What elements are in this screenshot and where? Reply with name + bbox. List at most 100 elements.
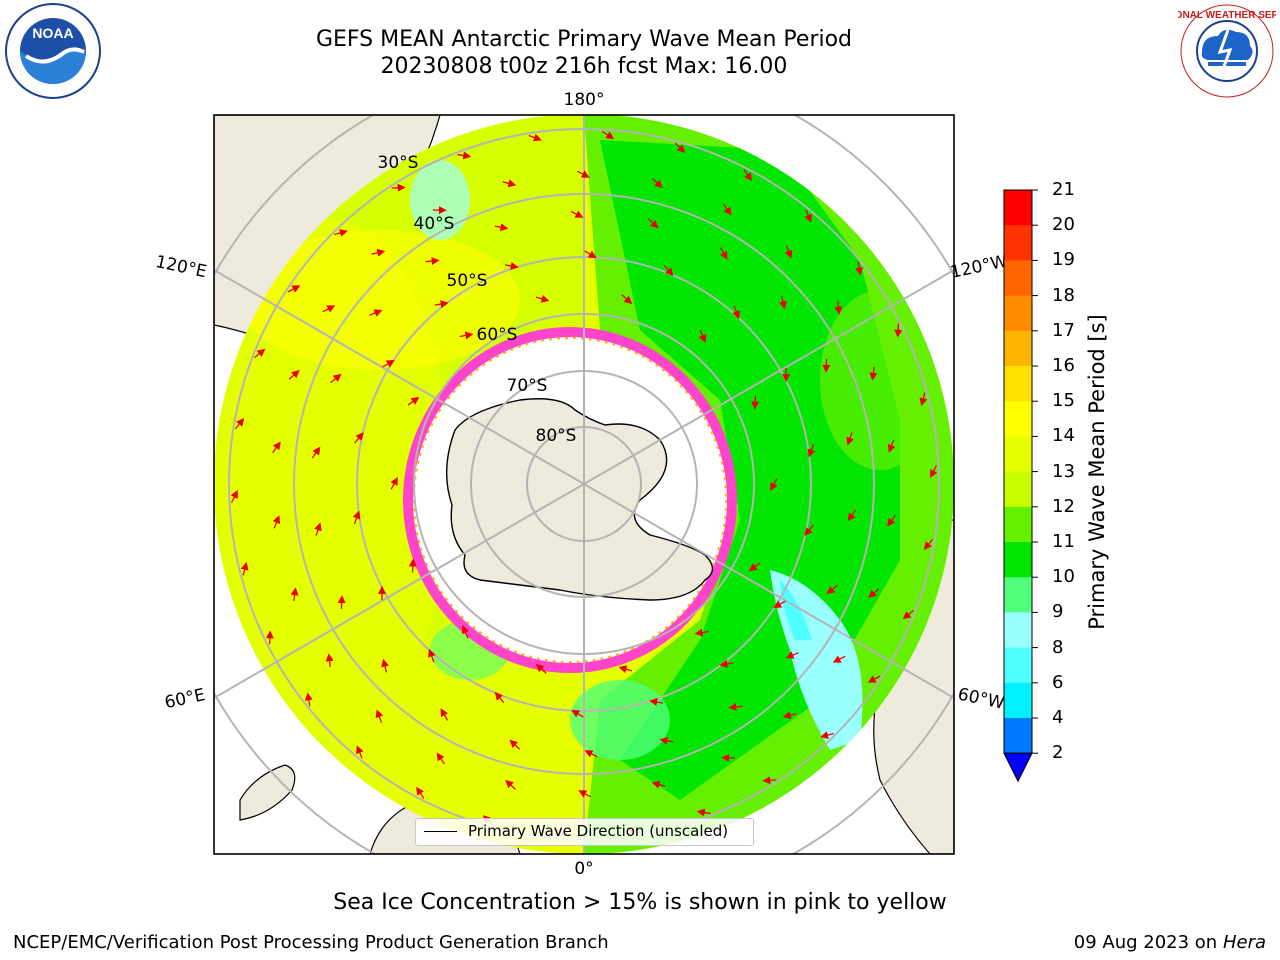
map-legend: Primary Wave Direction (unscaled) bbox=[415, 818, 754, 846]
wave-arrow bbox=[578, 790, 591, 798]
wave-arrow bbox=[535, 663, 547, 674]
footer-host: Hera bbox=[1222, 932, 1266, 953]
wave-arrow bbox=[621, 294, 633, 305]
wave-arrow bbox=[505, 779, 516, 790]
lon-label-0: 0° bbox=[574, 859, 593, 879]
wave-arrow bbox=[425, 257, 440, 266]
wave-arrow bbox=[887, 514, 896, 527]
sea-ice-note: Sea Ice Concentration > 15% is shown in … bbox=[333, 890, 947, 915]
wave-arrow bbox=[391, 183, 406, 192]
wave-arrow bbox=[732, 305, 741, 320]
colorbar-extend-triangle bbox=[1003, 752, 1033, 783]
wave-arrow bbox=[382, 359, 395, 368]
wave-arrow bbox=[571, 709, 584, 718]
lat-label-60s: 60°S bbox=[477, 325, 518, 345]
wave-arrow bbox=[570, 210, 584, 218]
colorbar-tick-label: 14 bbox=[1052, 425, 1075, 447]
wave-arrow bbox=[868, 588, 880, 598]
wave-arrow bbox=[584, 250, 597, 259]
wave-arrow bbox=[919, 392, 928, 407]
wave-arrow bbox=[265, 630, 274, 645]
wave-arrow bbox=[535, 294, 550, 303]
wave-arrow bbox=[602, 131, 615, 140]
wave-arrow bbox=[663, 264, 674, 277]
wave-arrow bbox=[807, 443, 816, 458]
colorbar-segment bbox=[1004, 506, 1032, 543]
lat-label-80s: 80°S bbox=[536, 426, 577, 446]
colorbar-tick-label: 17 bbox=[1052, 319, 1075, 341]
wave-arrow bbox=[457, 151, 472, 160]
colorbar-segment bbox=[1004, 612, 1032, 649]
wave-arrow bbox=[459, 331, 474, 340]
colorbar-tick-label: 18 bbox=[1052, 284, 1075, 306]
wave-arrow bbox=[528, 133, 542, 142]
wave-arrow bbox=[751, 395, 760, 410]
wave-arrow bbox=[337, 595, 346, 610]
lon-label-180: 180° bbox=[564, 90, 605, 110]
wave-arrow bbox=[494, 691, 505, 704]
wave-arrow bbox=[846, 432, 854, 446]
nws-logo: NATIONAL WEATHER SERVICE bbox=[1178, 4, 1276, 98]
wave-arrow bbox=[584, 750, 598, 758]
wave-arrow bbox=[272, 441, 281, 454]
colorbar-tick-label: 12 bbox=[1052, 495, 1075, 517]
wave-arrow bbox=[618, 665, 633, 674]
wave-arrow bbox=[651, 780, 666, 789]
wave-arrow bbox=[779, 295, 787, 310]
wave-arrow bbox=[375, 709, 384, 723]
wave-arrow bbox=[930, 465, 938, 478]
wave-arrow bbox=[494, 223, 509, 232]
colorbar-title: Primary Wave Mean Period [s] bbox=[1085, 314, 1109, 630]
colorbar-tick-label: 10 bbox=[1052, 566, 1075, 588]
wave-arrow bbox=[784, 245, 793, 259]
colorbar bbox=[1003, 189, 1038, 783]
wave-arrow bbox=[826, 584, 838, 595]
wave-arrow bbox=[352, 510, 361, 525]
wave-arrow bbox=[832, 655, 846, 663]
wave-arrow bbox=[647, 218, 659, 229]
wave-arrow bbox=[847, 509, 857, 522]
wave-arrow bbox=[304, 692, 313, 707]
colorbar-tick-label: 16 bbox=[1052, 355, 1075, 376]
wave-arrow bbox=[855, 261, 864, 276]
map-frame bbox=[213, 114, 955, 855]
wave-arrow bbox=[356, 745, 364, 759]
wave-arrow bbox=[234, 417, 245, 430]
wave-arrow bbox=[923, 538, 934, 551]
wave-arrow bbox=[719, 247, 728, 260]
lon-label-60e: 60°E bbox=[163, 685, 207, 713]
wave-direction-arrows bbox=[230, 131, 938, 837]
wave-arrow bbox=[804, 209, 812, 223]
lat-label-50s: 50°S bbox=[447, 271, 488, 291]
lat-label-40s: 40°S bbox=[414, 214, 455, 234]
wave-arrow bbox=[272, 515, 281, 529]
wave-arrow bbox=[728, 702, 743, 711]
wave-arrow bbox=[230, 490, 238, 503]
wave-arrow bbox=[748, 562, 761, 572]
colorbar-segment bbox=[1004, 366, 1032, 402]
wave-arrow bbox=[577, 170, 590, 178]
wave-arrow bbox=[325, 653, 334, 668]
wave-arrow bbox=[820, 731, 834, 739]
legend-label: Primary Wave Direction (unscaled) bbox=[468, 822, 729, 840]
wave-arrow bbox=[723, 203, 732, 216]
wave-arrow bbox=[822, 358, 831, 373]
colorbar-tick-label: 4 bbox=[1052, 707, 1064, 728]
wave-arrow bbox=[785, 651, 799, 659]
colorbar-segment bbox=[1004, 401, 1032, 437]
nws-logo-text: NATIONAL WEATHER SERVICE bbox=[1178, 10, 1276, 21]
lat-label-30s: 30°S bbox=[378, 153, 419, 173]
wave-arrow bbox=[782, 711, 797, 720]
wave-arrow bbox=[311, 446, 321, 459]
noaa-logo-text: NOAA bbox=[32, 25, 73, 41]
wave-arrow bbox=[330, 373, 342, 384]
wave-arrow bbox=[407, 396, 420, 406]
wave-arrow bbox=[334, 229, 348, 237]
footer-credit: NCEP/EMC/Verification Post Processing Pr… bbox=[13, 932, 609, 953]
colorbar-segment bbox=[1004, 647, 1032, 684]
lon-label-60w: 60°W bbox=[956, 684, 1006, 713]
wave-arrow bbox=[773, 600, 786, 609]
wave-arrow bbox=[254, 348, 266, 359]
wave-arrow bbox=[390, 476, 398, 490]
